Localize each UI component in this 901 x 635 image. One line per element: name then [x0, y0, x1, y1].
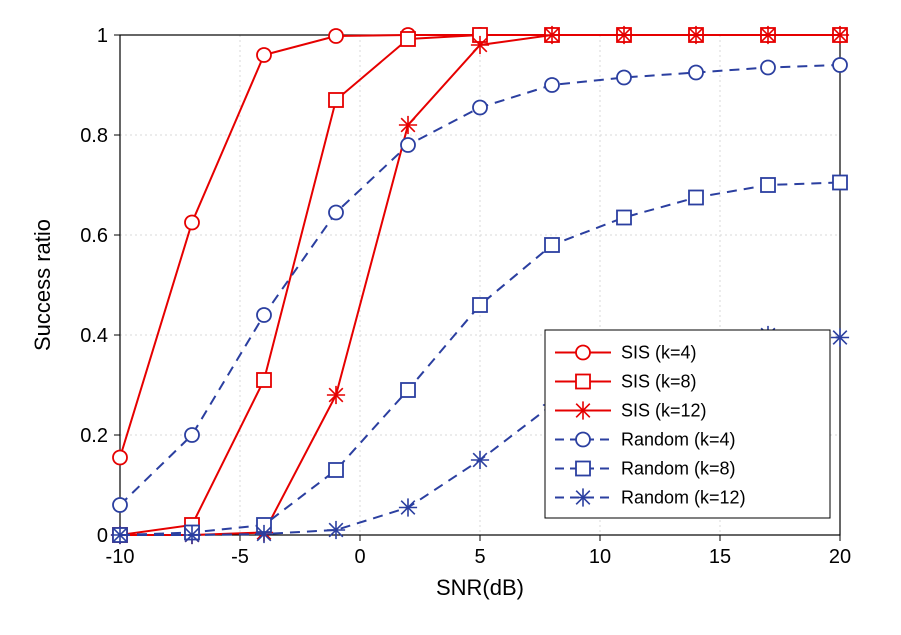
x-axis-label: SNR(dB) — [436, 575, 524, 600]
legend-item-label: Random (k=12) — [621, 488, 746, 508]
x-tick-label: 15 — [709, 546, 731, 568]
y-tick-label: 0.8 — [80, 125, 108, 147]
y-tick-label: 0.6 — [80, 225, 108, 247]
legend: SIS (k=4) SIS (k=8) SIS (k=12) Random (k=4)… — [545, 330, 830, 518]
y-axis-label: Success ratio — [30, 219, 55, 351]
legend-item-label: SIS (k=4) — [621, 343, 697, 363]
y-tick-label: 0.2 — [80, 425, 108, 447]
legend-item-label: SIS (k=8) — [621, 372, 697, 392]
y-tick-label: 0 — [97, 525, 108, 547]
x-tick-label: 10 — [589, 546, 611, 568]
chart-svg: -10 -5 0 5 10 15 20 0 0.2 0.4 0.6 0.8 1 SNR(dB) Succes… — [0, 0, 901, 635]
x-tick-label: -10 — [106, 546, 135, 568]
y-tick-label: 1 — [97, 25, 108, 47]
y-tick-label: 0.4 — [80, 325, 108, 347]
legend-item-label: Random (k=8) — [621, 459, 736, 479]
chart-container: -10 -5 0 5 10 15 20 0 0.2 0.4 0.6 0.8 1 SNR(dB) Succes… — [0, 0, 901, 635]
legend-item-label: SIS (k=12) — [621, 401, 707, 421]
x-tick-label: 5 — [474, 546, 485, 568]
x-tick-label: 20 — [829, 546, 851, 568]
legend-item-label: Random (k=4) — [621, 430, 736, 450]
x-tick-label: -5 — [231, 546, 249, 568]
x-tick-label: 0 — [354, 546, 365, 568]
